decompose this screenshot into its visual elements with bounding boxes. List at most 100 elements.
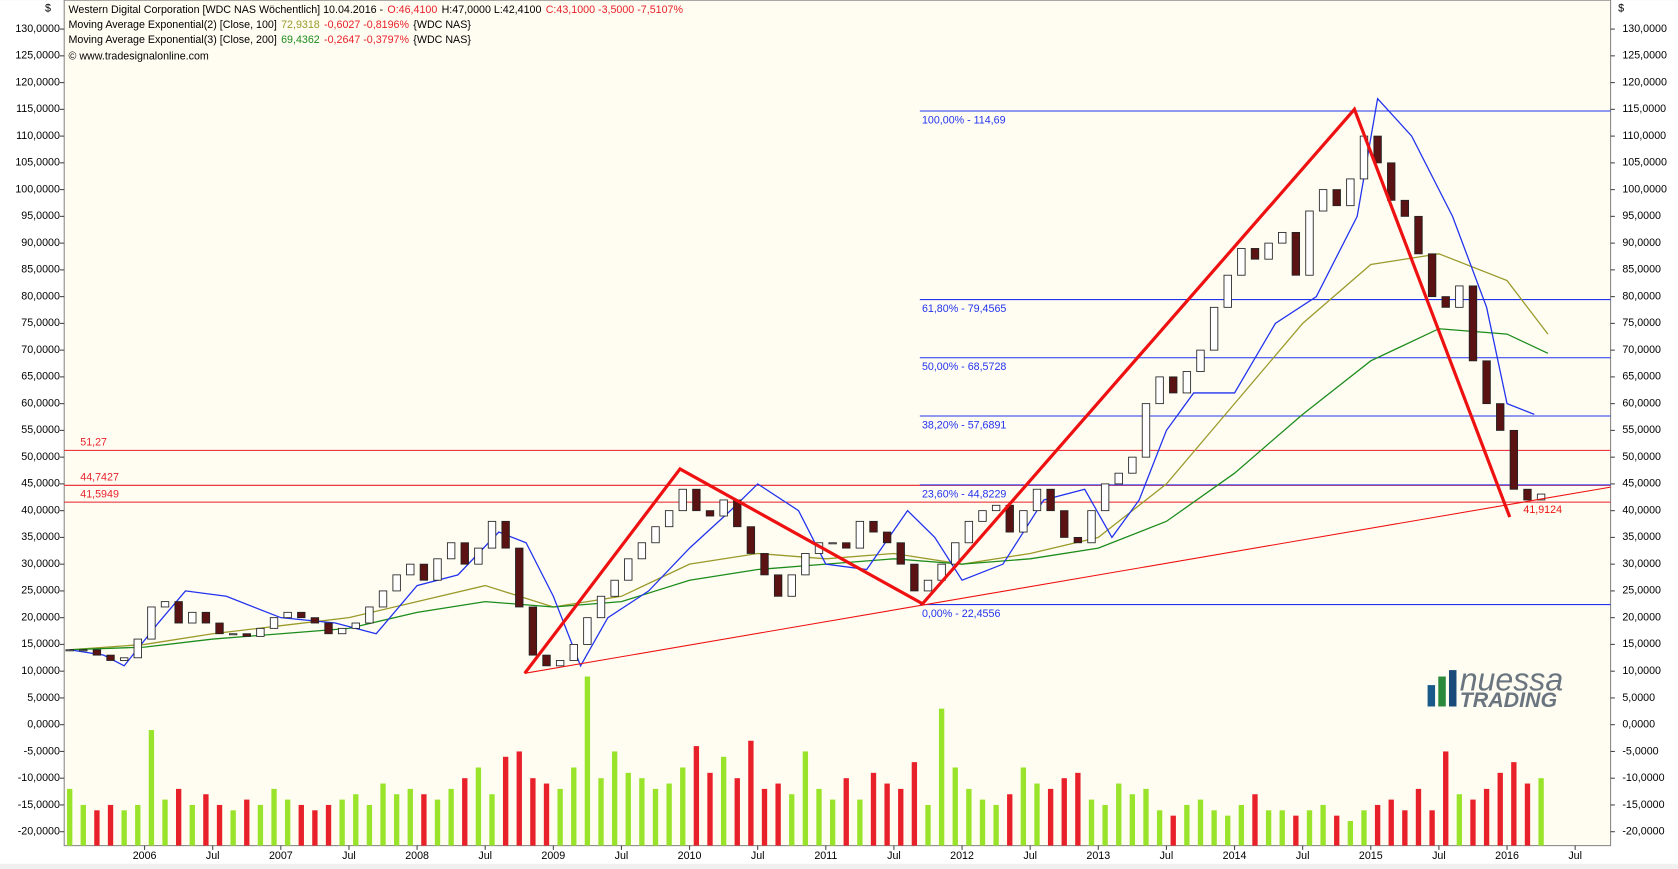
y-tick-label: 90,0000 (21, 237, 60, 249)
y-tick-label: 45,0000 (1622, 478, 1661, 490)
volume-bar (1456, 794, 1463, 846)
volume-bar (1334, 815, 1340, 846)
volume-bar (1238, 804, 1245, 846)
y-tick-label: -5,0000 (24, 745, 60, 757)
volume-bar (121, 810, 127, 846)
candle (474, 547, 483, 565)
y-tick-label: -20,0000 (1622, 826, 1664, 838)
volume-bar (244, 799, 250, 846)
candle (147, 606, 156, 640)
volume-bar (1497, 772, 1503, 846)
volume-bar (898, 788, 904, 846)
y-tick-label: 125,0000 (15, 50, 60, 62)
candle (1332, 189, 1341, 207)
candle (773, 574, 783, 597)
candle (446, 542, 456, 560)
candle (555, 660, 565, 667)
y-tick-label: 100,0000 (15, 183, 60, 195)
y-tick-label: 85,0000 (1622, 264, 1661, 276)
candle (1427, 253, 1437, 298)
y-tick-label: 25,0000 (21, 585, 60, 597)
x-tick-label: 2014 (1223, 850, 1247, 862)
candle (1087, 510, 1096, 544)
volume-bar (502, 756, 509, 846)
volume-bar (761, 788, 768, 846)
volume-bar (1538, 778, 1544, 846)
volume-bar (707, 772, 713, 846)
volume-bar (816, 788, 822, 846)
candle (324, 622, 333, 635)
candle (964, 520, 974, 544)
candle (188, 611, 197, 624)
volume-bar (1156, 810, 1163, 846)
candle (1032, 488, 1042, 512)
x-tick-label: Jul (1432, 850, 1446, 862)
candle (719, 499, 728, 517)
volume-bar (1075, 772, 1081, 846)
volume-bar (802, 751, 809, 846)
y-tick-label: 115,0000 (16, 103, 60, 115)
legend-symbol: {WDC NAS} (413, 34, 471, 46)
x-tick-label: 2016 (1495, 850, 1519, 862)
volume-bar (1524, 783, 1531, 846)
y-tick-label: 105,0000 (15, 157, 60, 169)
y-tick-label: 10,0000 (21, 665, 60, 677)
candle (1264, 242, 1273, 260)
y-tick-label: 15,0000 (21, 638, 60, 650)
candle (869, 520, 878, 533)
candle (1278, 231, 1287, 244)
volume-bar (1402, 810, 1408, 846)
candle (1209, 306, 1219, 351)
volume-bar (843, 778, 849, 846)
logo-bar (1438, 676, 1446, 707)
y-tick-label: 5,0000 (1622, 692, 1655, 704)
y-tick-label: 10,0000 (1622, 665, 1661, 677)
y-tick-label: 20,0000 (1622, 611, 1661, 623)
legend-ohlc: O:46,4100 (387, 4, 437, 16)
y-tick-label: 5,0000 (27, 692, 60, 704)
y-tick-label: 20,0000 (21, 611, 60, 623)
candle (242, 633, 251, 637)
volume-bar (1320, 804, 1326, 846)
volume-bar (1293, 815, 1299, 846)
y-tick-label: 60,0000 (1622, 397, 1661, 409)
y-tick-label: 0,0000 (1622, 719, 1655, 731)
volume-bar (1470, 799, 1476, 846)
candle (828, 542, 837, 545)
candle (1250, 248, 1260, 260)
y-tick-label: 85,0000 (21, 264, 60, 276)
y-tick-label: 65,0000 (1622, 371, 1661, 383)
candle (1468, 285, 1478, 362)
x-tick-label: Jul (615, 850, 629, 862)
volume-bar (66, 788, 73, 846)
volume-bar (734, 778, 740, 846)
candle (923, 579, 933, 592)
volume-bar (1511, 762, 1517, 846)
y-tick-label: 35,0000 (1622, 531, 1661, 543)
candle (746, 526, 756, 554)
candle (1100, 483, 1110, 512)
candle (1305, 210, 1314, 276)
volume-bar (1088, 799, 1095, 846)
volume-bar (271, 788, 277, 846)
fib-label: 61,80% - 79,4565 (922, 303, 1006, 315)
legend-line: Moving Average Exponential(3) [Close, 20… (68, 34, 471, 46)
candle (487, 520, 497, 549)
y-tick-label: 70,0000 (21, 344, 60, 356)
volume-bar (911, 762, 918, 846)
candle (624, 558, 633, 581)
candle (392, 574, 401, 592)
candle (119, 657, 129, 661)
volume-bar (175, 788, 182, 846)
plot-area (63, 0, 1612, 847)
candle (1414, 215, 1423, 255)
x-tick-label: 2013 (1086, 850, 1110, 862)
volume-bar (284, 799, 291, 846)
candle (79, 649, 88, 652)
candle (1291, 231, 1301, 276)
y-tick-label: 65,0000 (21, 371, 60, 383)
volume-bar (1020, 767, 1027, 846)
volume-bar (475, 767, 482, 846)
volume-bar (1197, 799, 1204, 846)
y-tick-label: 40,0000 (1622, 504, 1661, 516)
